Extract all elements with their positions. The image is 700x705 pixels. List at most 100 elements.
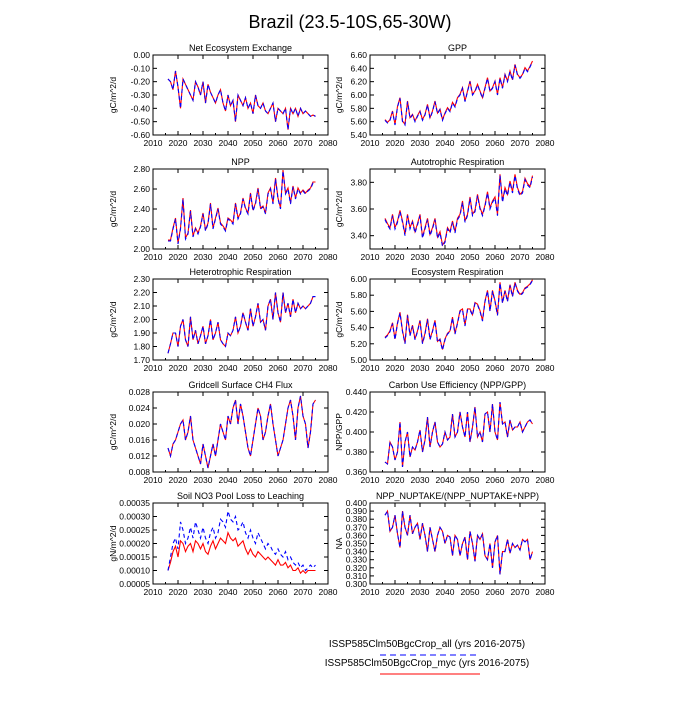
y-tick-label: 0.370	[346, 522, 368, 532]
x-tick-label: 2070	[294, 363, 313, 373]
x-tick-label: 2080	[319, 252, 338, 262]
panel-title: Soil NO3 Pool Loss to Leaching	[177, 491, 304, 501]
x-tick-label: 2020	[169, 363, 188, 373]
y-tick-label: 6.40	[350, 63, 367, 73]
y-tick-label: 6.20	[350, 77, 367, 87]
x-tick-label: 2040	[436, 252, 455, 262]
series-line-myc	[384, 60, 533, 126]
plot-frame	[152, 278, 329, 361]
y-tick-label: 3.40	[350, 231, 367, 241]
x-tick-label: 2030	[411, 138, 430, 148]
x-tick-label: 2020	[169, 138, 188, 148]
x-tick-label: 2020	[169, 587, 188, 597]
panel-gpp: GPP 2010 2020 2030 2040 2050 2060 2070 2080 5.40 5…	[334, 43, 555, 148]
x-tick-label: 2050	[461, 587, 480, 597]
series-line-myc	[167, 70, 316, 130]
x-tick-label: 2050	[461, 363, 480, 373]
x-tick-label: 2030	[194, 363, 213, 373]
series-line-all	[168, 170, 316, 245]
y-tick-label: 0.440	[346, 387, 368, 397]
y-tick-label: 2.80	[133, 164, 150, 174]
legend-label-all: ISSP585Clm50BgcCrop_all (yrs 2016-2075)	[329, 639, 525, 650]
y-tick-label: 6.00	[350, 274, 367, 284]
y-tick-label: 0.310	[346, 571, 368, 581]
x-tick-label: 2050	[461, 138, 480, 148]
y-tick-label: 1.90	[133, 328, 150, 338]
panel-title: NPP	[231, 157, 250, 167]
x-tick-label: 2060	[269, 138, 288, 148]
y-axis-label: NPP/GPP	[334, 413, 344, 451]
x-tick-label: 2040	[436, 363, 455, 373]
y-tick-label: 0.320	[346, 563, 368, 573]
x-tick-label: 2080	[319, 475, 338, 485]
y-tick-label: 2.60	[133, 184, 150, 194]
x-tick-label: 2080	[319, 138, 338, 148]
y-axis-label: gC/m^2/d	[108, 414, 118, 450]
x-tick-label: 2030	[194, 475, 213, 485]
panel-title: Ecosystem Respiration	[411, 267, 503, 277]
y-axis-label: NA	[334, 537, 344, 549]
panel-carbon-use-efficiency-npp-gpp: Carbon Use Efficiency (NPP/GPP) 2010 2020 2…	[334, 380, 555, 485]
x-tick-label: 2030	[411, 587, 430, 597]
x-tick-label: 2040	[436, 587, 455, 597]
x-tick-label: 2030	[411, 252, 430, 262]
series-line-all	[167, 395, 316, 469]
x-tick-label: 2060	[269, 475, 288, 485]
x-tick-label: 2030	[411, 363, 430, 373]
x-tick-label: 2080	[536, 138, 555, 148]
y-tick-label: 0.360	[346, 467, 368, 477]
y-tick-label: 0.300	[346, 579, 368, 589]
plot-frame	[369, 278, 546, 361]
x-tick-label: 2080	[536, 475, 555, 485]
y-tick-label: 0.420	[346, 407, 368, 417]
y-tick-label: 5.40	[350, 130, 367, 140]
x-tick-label: 2020	[386, 252, 405, 262]
panel-title: GPP	[448, 43, 467, 53]
y-tick-label: 1.80	[133, 342, 150, 352]
y-axis-label: gN/m^2/d	[108, 525, 118, 561]
y-tick-label: 0.00015	[119, 552, 150, 562]
x-tick-label: 2070	[294, 252, 313, 262]
y-tick-label: 0.00035	[119, 498, 150, 508]
legend: ISSP585Clm50BgcCrop_all (yrs 2016-2075) …	[325, 639, 529, 675]
x-tick-label: 2050	[461, 252, 480, 262]
y-tick-label: 0.00030	[119, 512, 150, 522]
y-tick-label: 5.00	[350, 355, 367, 365]
y-tick-label: 5.40	[350, 323, 367, 333]
y-tick-label: 0.012	[129, 451, 151, 461]
y-tick-label: 3.60	[350, 204, 367, 214]
y-tick-label: -0.30	[131, 90, 151, 100]
y-tick-label: 6.00	[350, 90, 367, 100]
y-tick-label: 5.20	[350, 339, 367, 349]
x-tick-label: 2060	[269, 587, 288, 597]
x-tick-label: 2010	[361, 363, 380, 373]
x-tick-label: 2050	[244, 587, 263, 597]
panel-title: NPP_NUPTAKE/(NPP_NUPTAKE+NPP)	[376, 491, 539, 501]
series-line-all	[384, 175, 534, 248]
panel-gridcell-surface-ch4-flux: Gridcell Surface CH4 Flux 2010 2020 2030 204…	[108, 380, 338, 485]
panel-heterotrophic-respiration: Heterotrophic Respiration 2010 2020 2030 204…	[108, 267, 338, 373]
x-tick-label: 2030	[194, 587, 213, 597]
x-tick-label: 2020	[386, 475, 405, 485]
x-tick-label: 2070	[294, 475, 313, 485]
y-tick-label: 5.80	[350, 103, 367, 113]
series-line-myc	[167, 531, 316, 575]
x-tick-label: 2040	[219, 252, 238, 262]
x-tick-label: 2080	[536, 363, 555, 373]
x-tick-label: 2010	[361, 587, 380, 597]
y-tick-label: 2.20	[133, 224, 150, 234]
y-tick-label: 0.00005	[119, 579, 150, 589]
x-tick-label: 2040	[219, 363, 238, 373]
panel-net-ecosystem-exchange: Net Ecosystem Exchange 2010 2020 2030 2040 20…	[108, 43, 338, 148]
y-tick-label: 2.40	[133, 204, 150, 214]
panel-ecosystem-respiration: Ecosystem Respiration 2010 2020 2030 2040 205…	[334, 267, 555, 373]
plot-frame	[369, 168, 546, 250]
x-tick-label: 2080	[319, 587, 338, 597]
x-tick-label: 2010	[361, 252, 380, 262]
y-tick-label: 3.80	[350, 177, 367, 187]
series-line-myc	[384, 401, 533, 468]
series-line-all	[167, 292, 316, 354]
x-tick-label: 2030	[411, 475, 430, 485]
y-tick-label: 5.80	[350, 290, 367, 300]
